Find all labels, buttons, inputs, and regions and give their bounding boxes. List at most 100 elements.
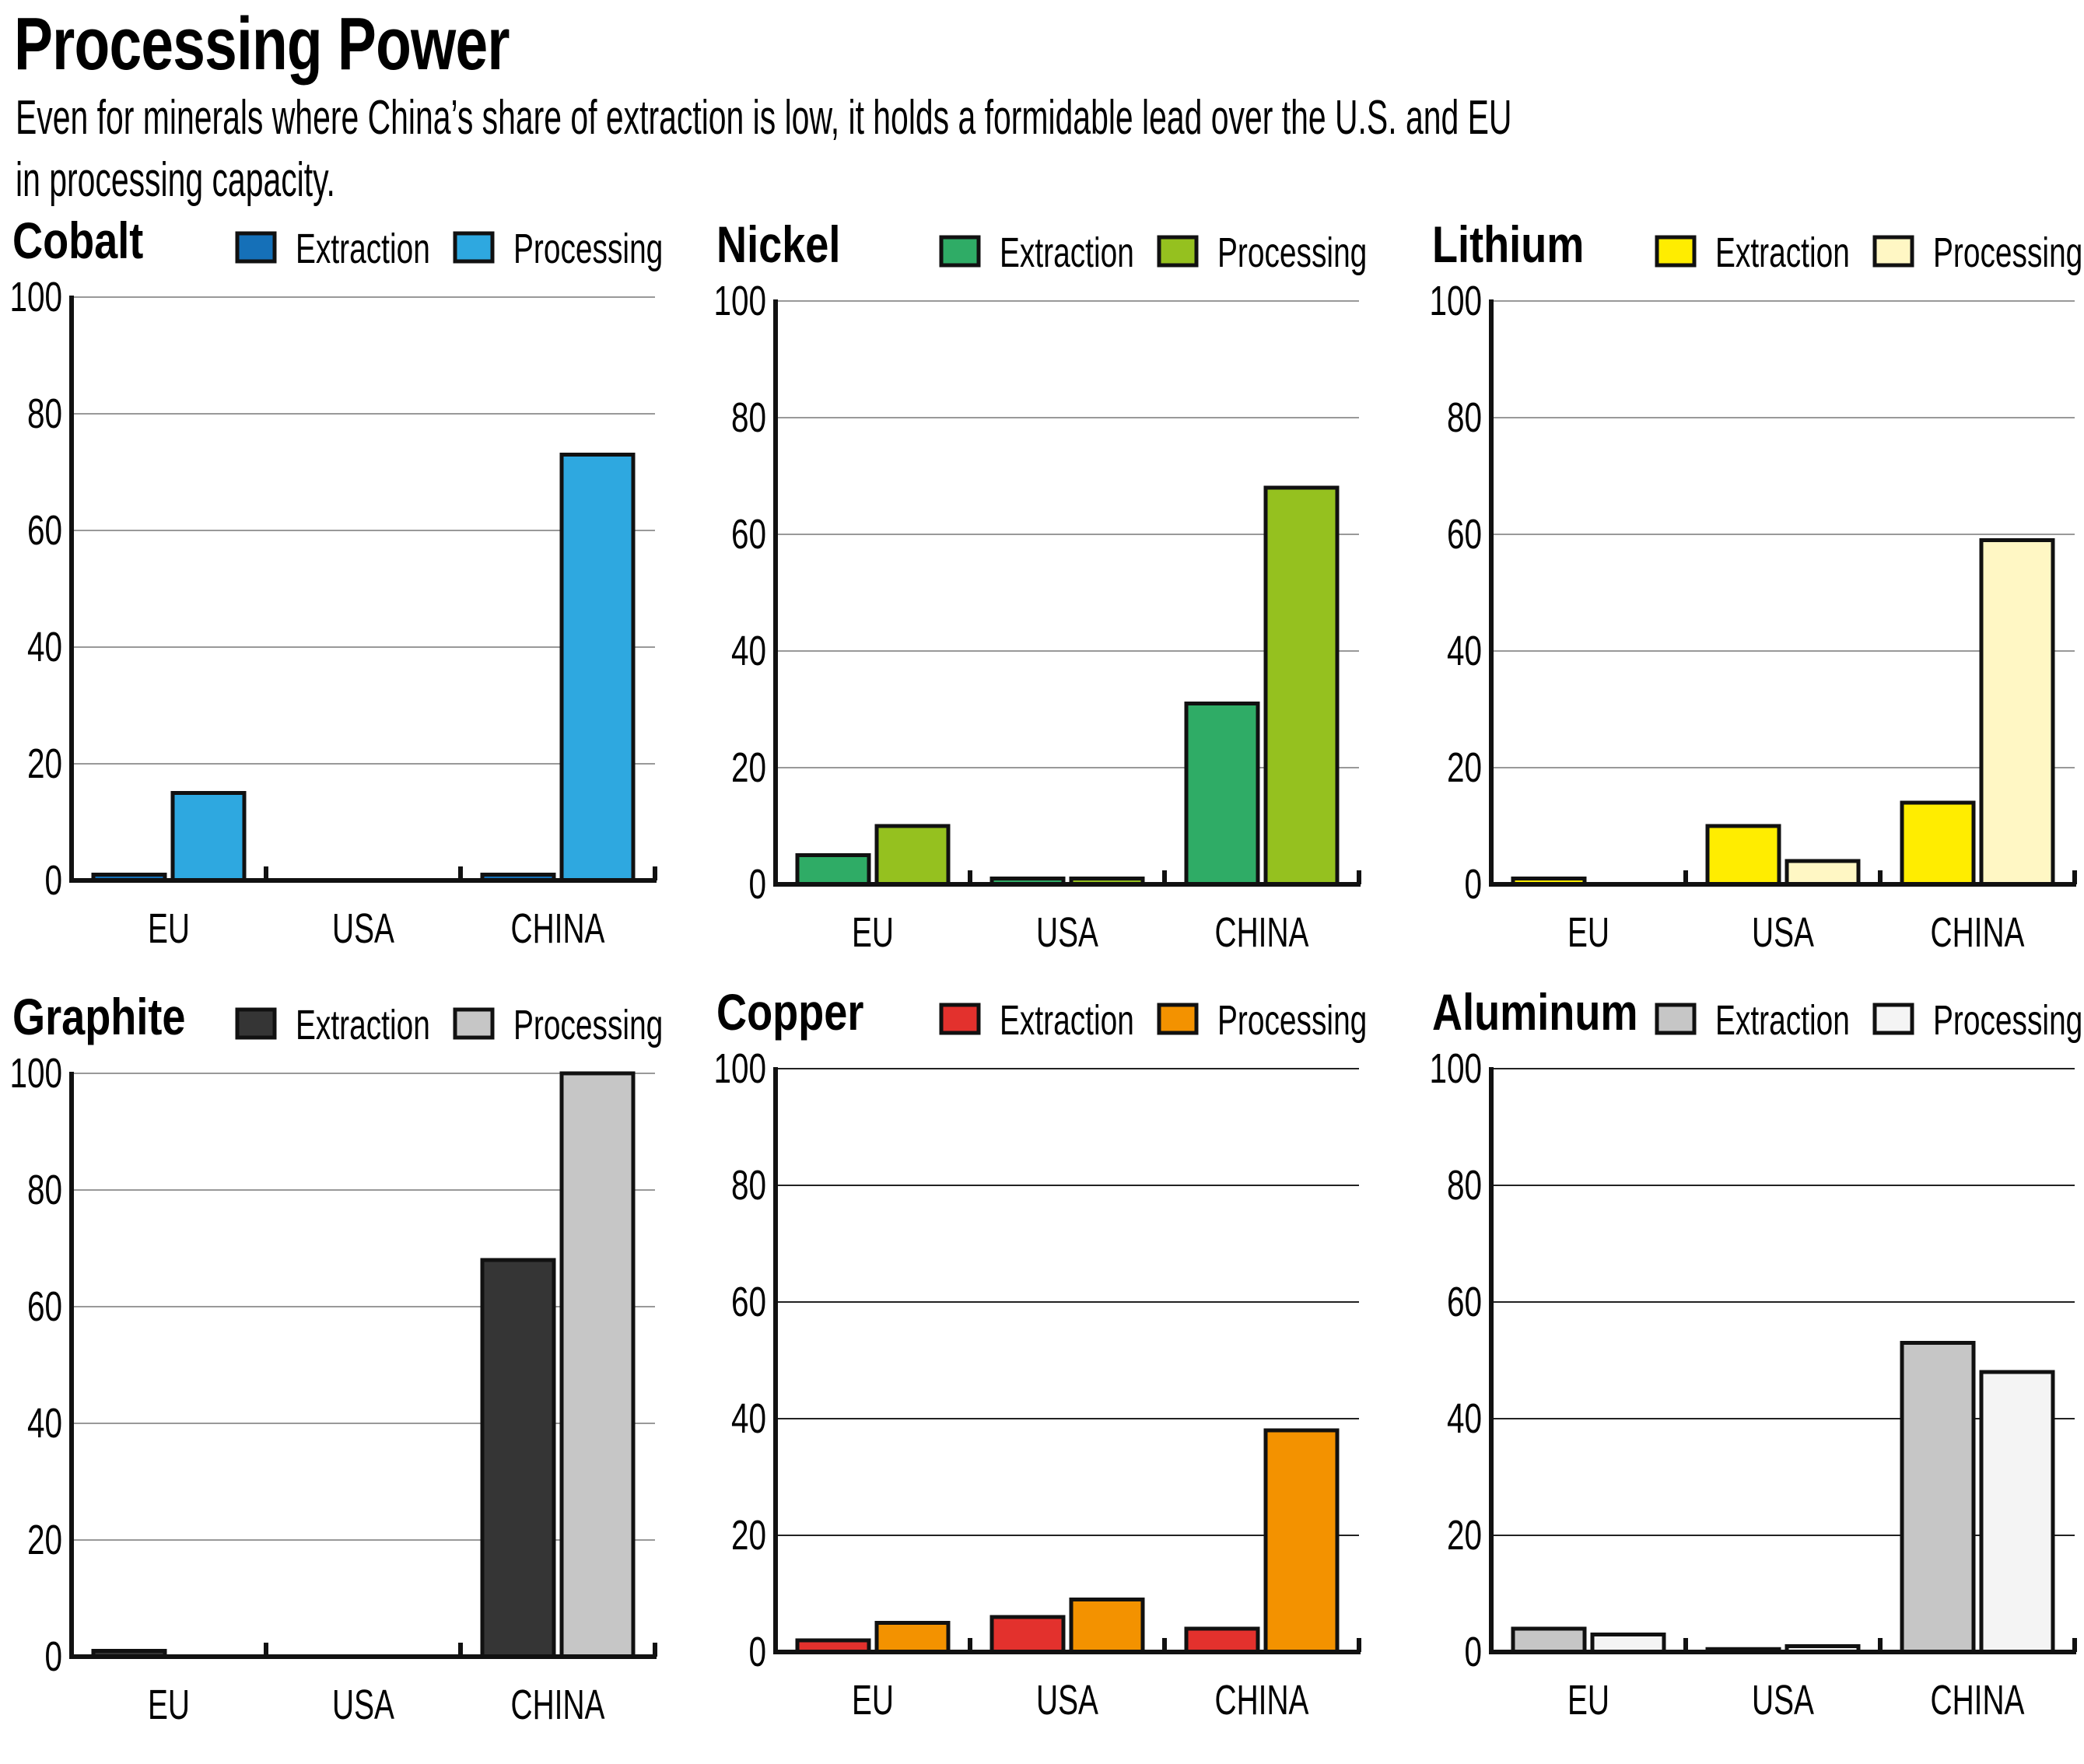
y-tick-label-40: 40 xyxy=(1447,1395,1482,1442)
chart-svg-copper: Copper Extraction Processing 0 20 40 60 80 100 EU… xyxy=(713,983,1367,1724)
page-subtitle: Even for minerals where China’s share of… xyxy=(16,87,1761,212)
legend-label-processing: Processing xyxy=(513,1001,663,1048)
legend-swatch-extraction xyxy=(235,1007,277,1040)
bar-eu-processing xyxy=(1590,1633,1666,1654)
chart-svg-lithium: Lithium Extraction Processing 0 20 40 60 80 100 E… xyxy=(1429,215,2082,956)
x-tick-label-eu: EU xyxy=(852,908,894,956)
bar-china-processing xyxy=(1979,538,2055,887)
legend-item-processing: Processing xyxy=(453,1001,663,1048)
x-tick-label-usa: USA xyxy=(1036,1676,1098,1724)
y-tick-label-60: 60 xyxy=(27,1283,62,1330)
x-tick-label-china: CHINA xyxy=(1215,908,1309,956)
chart-svg-cobalt: Cobalt Extraction Processing 0 20 40 60 80 100 EU… xyxy=(9,212,663,952)
x-tick-label-china: CHINA xyxy=(1931,908,2025,956)
legend-item-processing: Processing xyxy=(1872,229,2082,275)
x-tick-label-usa: USA xyxy=(332,1681,394,1728)
bar-eu-processing xyxy=(874,1621,951,1654)
y-tick-label-20: 20 xyxy=(731,744,766,791)
legend-label-extraction: Extraction xyxy=(1000,996,1134,1044)
y-tick-label-80: 80 xyxy=(1447,394,1482,441)
y-tick-label-60: 60 xyxy=(1447,511,1482,558)
x-tick-label-eu: EU xyxy=(148,905,190,952)
chart-svg-nickel: Nickel Extraction Processing 0 20 40 60 80 100 EU… xyxy=(713,215,1367,956)
legend-item-extraction: Extraction xyxy=(235,1001,430,1048)
y-tick-label-20: 20 xyxy=(731,1512,766,1559)
chart-panel-graphite: Graphite Extraction Processing 0 20 40 60 80 100… xyxy=(0,986,685,1764)
legend-swatch-extraction xyxy=(939,1003,981,1035)
legend-label-processing: Processing xyxy=(1217,996,1367,1044)
bar-china-processing xyxy=(1979,1370,2055,1654)
legend-swatch-extraction xyxy=(235,231,277,264)
y-tick-label-0: 0 xyxy=(1464,861,1482,908)
chart-panel-copper: Copper Extraction Processing 0 20 40 60 80 100 EU… xyxy=(704,982,1389,1759)
y-tick-label-80: 80 xyxy=(731,1162,766,1209)
legend-swatch-processing xyxy=(1872,1003,1914,1035)
legend-item-processing: Processing xyxy=(1157,229,1367,276)
legend-item-extraction: Extraction xyxy=(939,996,1134,1044)
legend-label-processing: Processing xyxy=(1933,996,2082,1044)
chart-title: Aluminum xyxy=(1432,983,1638,1041)
x-tick-label-china: CHINA xyxy=(1931,1676,2025,1724)
legend-item-processing: Processing xyxy=(453,225,663,271)
y-tick-label-40: 40 xyxy=(1447,628,1482,674)
chart-panel-cobalt: Cobalt Extraction Processing 0 20 40 60 80 100 EU… xyxy=(0,210,685,988)
legend-label-processing: Processing xyxy=(1217,229,1367,276)
bar-usa-processing xyxy=(1785,859,1861,887)
bar-eu-processing xyxy=(874,824,951,887)
chart-svg-aluminum: Aluminum Extraction Processing 0 20 40 60 80 100… xyxy=(1429,983,2082,1724)
y-tick-label-80: 80 xyxy=(731,394,766,441)
legend-label-extraction: Extraction xyxy=(1715,229,1850,276)
legend-swatch-processing xyxy=(1157,235,1199,268)
y-tick-label-100: 100 xyxy=(713,1045,766,1092)
legend-label-extraction: Extraction xyxy=(296,1001,430,1048)
x-tick-label-eu: EU xyxy=(852,1676,894,1724)
chart-title: Graphite xyxy=(12,988,185,1045)
y-tick-label-80: 80 xyxy=(1447,1162,1482,1209)
y-tick-label-100: 100 xyxy=(1429,278,1482,324)
x-tick-label-china: CHINA xyxy=(511,905,605,952)
legend-item-extraction: Extraction xyxy=(1655,229,1850,276)
legend-label-extraction: Extraction xyxy=(1715,996,1850,1044)
y-tick-label-20: 20 xyxy=(1447,744,1482,791)
y-tick-label-100: 100 xyxy=(713,278,766,324)
chart-panel-aluminum: Aluminum Extraction Processing 0 20 40 60 80 100… xyxy=(1420,982,2084,1759)
bar-eu-processing xyxy=(170,791,247,883)
bar-china-processing xyxy=(559,453,636,883)
bar-china-extraction xyxy=(1184,1626,1260,1654)
y-tick-label-0: 0 xyxy=(748,1629,766,1675)
y-tick-label-20: 20 xyxy=(27,740,62,787)
chart-svg-graphite: Graphite Extraction Processing 0 20 40 60 80 100… xyxy=(9,988,663,1728)
legend-item-extraction: Extraction xyxy=(939,229,1134,275)
y-tick-label-60: 60 xyxy=(731,1279,766,1325)
bar-usa-extraction xyxy=(1705,824,1781,887)
y-tick-label-0: 0 xyxy=(1464,1629,1482,1675)
y-tick-label-0: 0 xyxy=(748,861,766,908)
y-tick-label-80: 80 xyxy=(27,390,62,437)
y-tick-label-20: 20 xyxy=(1447,1512,1482,1559)
subtitle-line-2: in processing capacity. xyxy=(16,153,335,207)
legend-swatch-extraction xyxy=(939,235,981,268)
bar-china-processing xyxy=(1263,485,1340,887)
legend-item-processing: Processing xyxy=(1157,996,1367,1044)
bar-china-extraction xyxy=(1900,800,1976,887)
chart-title: Cobalt xyxy=(12,212,143,269)
y-tick-label-60: 60 xyxy=(1447,1279,1482,1325)
legend-swatch-processing xyxy=(1157,1003,1199,1035)
legend-item-processing: Processing xyxy=(1872,996,2082,1044)
y-tick-label-40: 40 xyxy=(731,628,766,674)
bar-china-extraction xyxy=(1900,1341,1976,1654)
legend-swatch-processing xyxy=(453,231,495,264)
chart-title: Copper xyxy=(716,983,863,1041)
chart-panel-lithium: Lithium Extraction Processing 0 20 40 60 80 100 E… xyxy=(1420,214,2084,992)
y-tick-label-60: 60 xyxy=(731,511,766,558)
bar-china-extraction xyxy=(1184,702,1260,887)
subtitle-line-1: Even for minerals where China’s share of… xyxy=(16,91,1512,145)
bar-eu-extraction xyxy=(795,853,871,887)
y-tick-label-40: 40 xyxy=(27,624,62,670)
legend-label-extraction: Extraction xyxy=(296,225,430,272)
bar-china-processing xyxy=(1263,1428,1340,1654)
x-tick-label-usa: USA xyxy=(1752,908,1814,956)
bar-usa-processing xyxy=(1069,1598,1145,1654)
y-tick-label-80: 80 xyxy=(27,1167,62,1213)
y-tick-label-100: 100 xyxy=(1429,1045,1482,1092)
